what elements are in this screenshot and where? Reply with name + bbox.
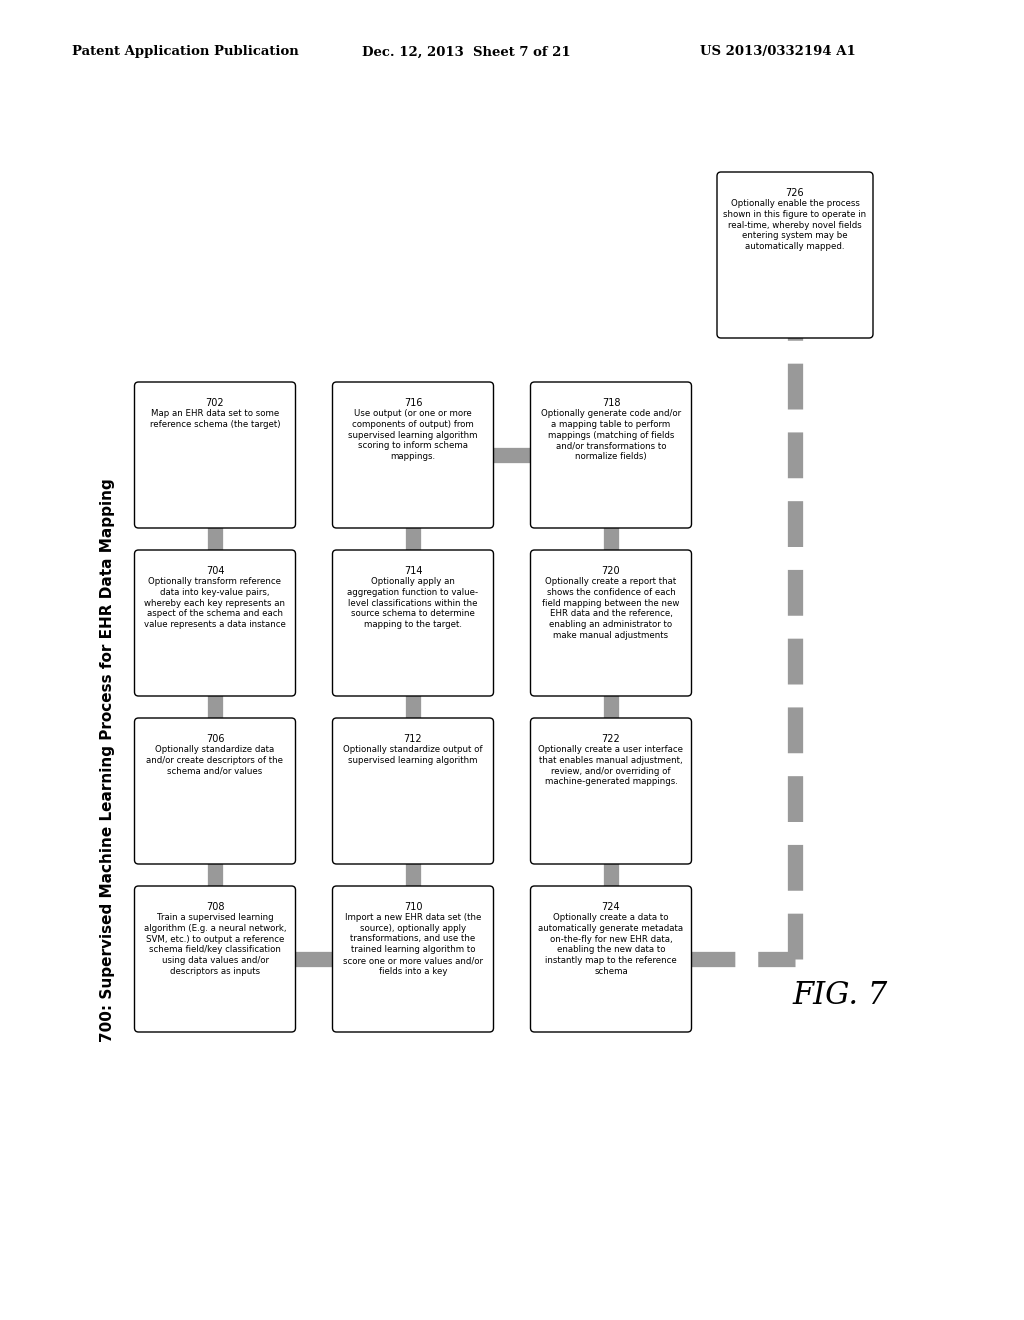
FancyBboxPatch shape bbox=[134, 381, 296, 528]
Text: 716: 716 bbox=[403, 399, 422, 408]
FancyBboxPatch shape bbox=[134, 550, 296, 696]
Text: Optionally apply an
aggregation function to value-
level classifications within : Optionally apply an aggregation function… bbox=[347, 577, 478, 630]
Text: 712: 712 bbox=[403, 734, 422, 744]
Text: Map an EHR data set to some
reference schema (the target): Map an EHR data set to some reference sc… bbox=[150, 409, 281, 429]
Text: Optionally standardize output of
supervised learning algorithm: Optionally standardize output of supervi… bbox=[343, 744, 482, 764]
Text: US 2013/0332194 A1: US 2013/0332194 A1 bbox=[700, 45, 856, 58]
Text: Optionally create a user interface
that enables manual adjustment,
review, and/o: Optionally create a user interface that … bbox=[539, 744, 683, 787]
Text: 720: 720 bbox=[602, 566, 621, 576]
Text: Dec. 12, 2013  Sheet 7 of 21: Dec. 12, 2013 Sheet 7 of 21 bbox=[362, 45, 570, 58]
Text: 722: 722 bbox=[602, 734, 621, 744]
Text: 704: 704 bbox=[206, 566, 224, 576]
Text: Optionally create a report that
shows the confidence of each
field mapping betwe: Optionally create a report that shows th… bbox=[543, 577, 680, 640]
FancyBboxPatch shape bbox=[134, 718, 296, 865]
Text: Optionally generate code and/or
a mapping table to perform
mappings (matching of: Optionally generate code and/or a mappin… bbox=[541, 409, 681, 461]
Text: Use output (or one or more
components of output) from
supervised learning algori: Use output (or one or more components of… bbox=[348, 409, 478, 461]
Text: FIG. 7: FIG. 7 bbox=[793, 979, 888, 1011]
FancyBboxPatch shape bbox=[333, 381, 494, 528]
Text: 718: 718 bbox=[602, 399, 621, 408]
Text: 710: 710 bbox=[403, 902, 422, 912]
FancyBboxPatch shape bbox=[333, 718, 494, 865]
FancyBboxPatch shape bbox=[530, 381, 691, 528]
FancyBboxPatch shape bbox=[717, 172, 873, 338]
Text: 700: Supervised Machine Learning Process for EHR Data Mapping: 700: Supervised Machine Learning Process… bbox=[100, 478, 116, 1041]
Text: 708: 708 bbox=[206, 902, 224, 912]
Text: Optionally enable the process
shown in this figure to operate in
real-time, wher: Optionally enable the process shown in t… bbox=[723, 199, 866, 251]
Text: 714: 714 bbox=[403, 566, 422, 576]
FancyBboxPatch shape bbox=[530, 886, 691, 1032]
Text: Optionally standardize data
and/or create descriptors of the
schema and/or value: Optionally standardize data and/or creat… bbox=[146, 744, 284, 776]
FancyBboxPatch shape bbox=[530, 718, 691, 865]
Text: Train a supervised learning
algorithm (E.g. a neural network,
SVM, etc.) to outp: Train a supervised learning algorithm (E… bbox=[143, 913, 287, 975]
Text: 706: 706 bbox=[206, 734, 224, 744]
Text: Patent Application Publication: Patent Application Publication bbox=[72, 45, 299, 58]
FancyBboxPatch shape bbox=[134, 886, 296, 1032]
Text: 724: 724 bbox=[602, 902, 621, 912]
FancyBboxPatch shape bbox=[530, 550, 691, 696]
FancyBboxPatch shape bbox=[333, 550, 494, 696]
Text: Import a new EHR data set (the
source), optionally apply
transformations, and us: Import a new EHR data set (the source), … bbox=[343, 913, 483, 975]
Text: Optionally transform reference
data into key-value pairs,
whereby each key repre: Optionally transform reference data into… bbox=[144, 577, 286, 630]
Text: 726: 726 bbox=[785, 187, 804, 198]
Text: 702: 702 bbox=[206, 399, 224, 408]
Text: Optionally create a data to
automatically generate metadata
on-the-fly for new E: Optionally create a data to automaticall… bbox=[539, 913, 684, 975]
FancyBboxPatch shape bbox=[333, 886, 494, 1032]
